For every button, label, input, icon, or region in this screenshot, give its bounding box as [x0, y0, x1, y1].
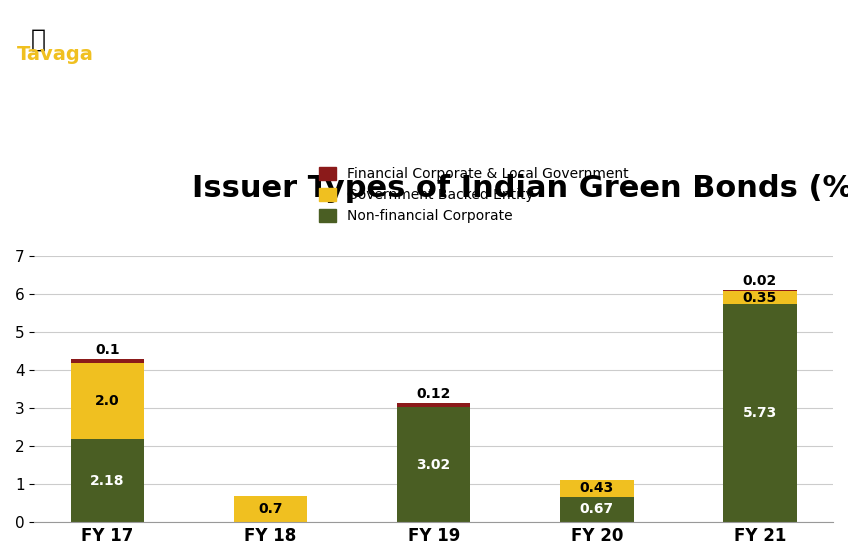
Text: 2.0: 2.0	[95, 394, 120, 408]
Bar	[397, 403, 471, 407]
Text: Tavaga: Tavaga	[17, 45, 94, 64]
Title: Issuer Types of Indian Green Bonds (%): Issuer Types of Indian Green Bonds (%)	[192, 174, 848, 203]
Text: 0.35: 0.35	[743, 291, 777, 305]
Text: 5.73: 5.73	[743, 406, 777, 420]
Bar	[70, 360, 144, 363]
Bar	[70, 363, 144, 439]
Text: 🦌: 🦌	[31, 27, 46, 51]
Text: 0.02: 0.02	[743, 274, 777, 288]
Legend: Financial Corporate & Local Government, Government Backed Entity, Non-financial : Financial Corporate & Local Government, …	[314, 162, 634, 228]
Bar	[561, 480, 633, 497]
Bar	[723, 304, 797, 522]
Text: 0.12: 0.12	[416, 387, 451, 401]
Text: 2.18: 2.18	[90, 474, 125, 488]
Bar	[70, 439, 144, 522]
Bar	[234, 496, 307, 522]
Text: 3.02: 3.02	[416, 458, 451, 472]
Text: 0.7: 0.7	[259, 502, 283, 516]
Bar	[561, 497, 633, 522]
Text: 0.67: 0.67	[580, 502, 614, 516]
Bar	[397, 407, 471, 522]
Text: 0.43: 0.43	[580, 482, 614, 496]
Bar	[723, 291, 797, 304]
Bar	[723, 290, 797, 291]
Text: 0.1: 0.1	[95, 343, 120, 357]
